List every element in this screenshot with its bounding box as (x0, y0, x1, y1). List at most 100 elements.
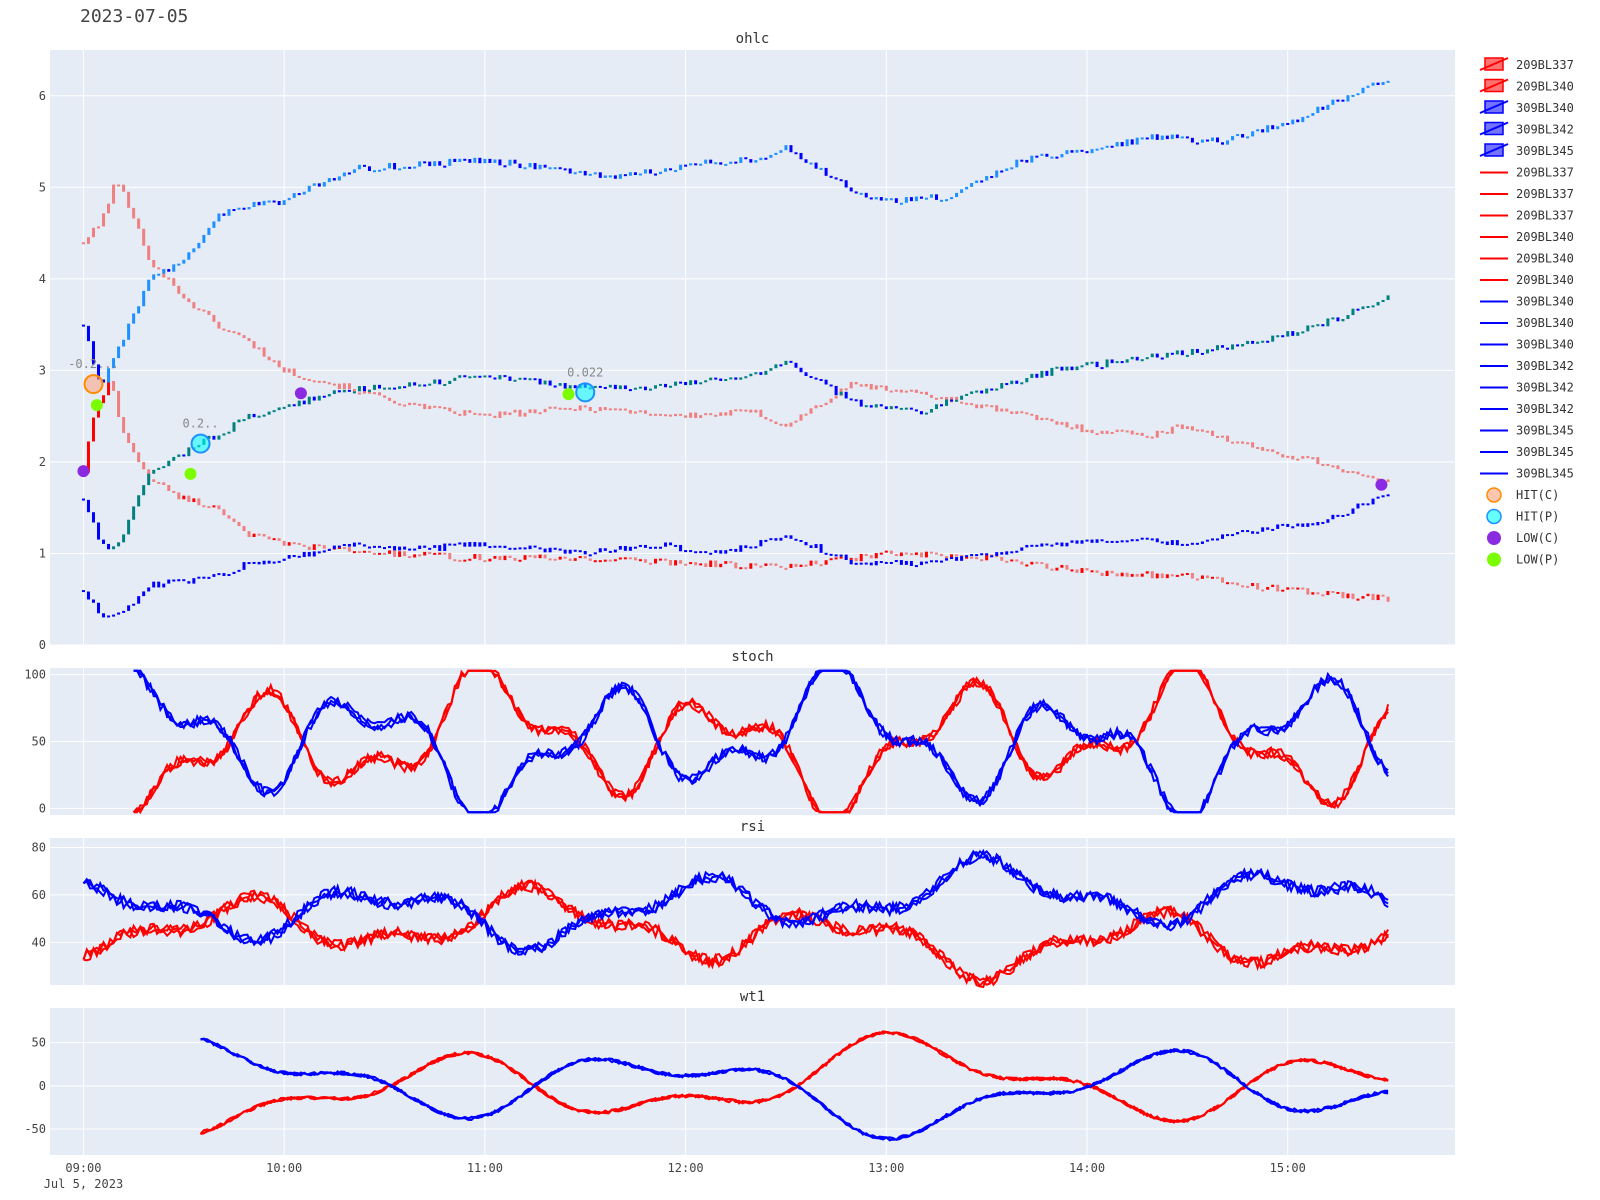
ohlc-candle (839, 179, 843, 182)
ohlc-candle (302, 544, 306, 547)
ohlc-candle (1145, 357, 1149, 360)
ohlc-candle (889, 390, 893, 393)
ohlc-candle (1336, 317, 1340, 322)
ohlc-candle (1376, 302, 1380, 306)
ohlc-candle (1000, 170, 1004, 173)
ohlc-candle (764, 157, 768, 160)
ohlc-candle (152, 259, 156, 268)
ohlc-candle (518, 409, 522, 417)
ohlc-candle (995, 388, 999, 391)
ohlc-candle (1065, 366, 1069, 371)
ohlc-candle (849, 398, 853, 401)
ohlc-candle (909, 407, 913, 410)
ohlc-candle (1376, 594, 1380, 601)
ohlc-candle (734, 548, 738, 552)
legend-label: 309BL340 (1516, 101, 1574, 115)
ohlc-candle (81, 324, 85, 327)
ohlc-candle (548, 380, 552, 386)
ohlc-candle (909, 553, 913, 556)
ohlc-candle (1376, 82, 1380, 85)
ohlc-candle (357, 164, 361, 170)
ohlc-candle (1055, 542, 1059, 545)
ohlc-candle (378, 384, 382, 389)
ohlc-candle (1115, 540, 1119, 543)
ohlc-candle (503, 375, 507, 378)
ohlc-candle (628, 557, 632, 560)
ohlc-candle (854, 562, 858, 565)
ohlc-candle (262, 560, 266, 565)
ohlc-candle (518, 559, 522, 562)
ohlc-candle (904, 390, 908, 393)
legend-item: 309BL345 (1479, 143, 1574, 158)
rsi-ytick-label: 60 (32, 888, 46, 902)
ohlc-candle (102, 613, 106, 618)
ohlc-candle (578, 405, 582, 411)
ohlc-candle (1256, 447, 1260, 450)
ohlc-candle (864, 405, 868, 408)
ohlc-candle (1261, 129, 1265, 133)
ohlc-candle (362, 386, 366, 392)
ohlc-candle (1020, 411, 1024, 414)
ohlc-candle (694, 562, 698, 566)
ohlc-candle (217, 505, 221, 510)
wt1-lines (199, 1030, 1389, 1142)
ohlc-candle (623, 557, 627, 560)
ohlc-candle (1261, 589, 1265, 592)
ohlc-candle (182, 579, 186, 582)
ohlc-candle (132, 207, 136, 219)
ohlc-candle (1281, 454, 1285, 458)
ohlc-candle (398, 551, 402, 557)
ohlc-candle (955, 557, 959, 561)
ohlc-candle (1231, 441, 1235, 444)
ohlc-candle (1105, 430, 1109, 434)
ohlc-candle (1040, 153, 1044, 156)
ohlc-candle (990, 405, 994, 408)
ohlc-candle (1070, 569, 1074, 572)
ohlc-candle (955, 192, 959, 198)
ohlc-candle (1251, 131, 1255, 137)
ohlc-candle (247, 562, 251, 565)
ohlc-candle (1100, 539, 1104, 542)
ohlc-candle (533, 555, 537, 559)
ohlc-candle (744, 157, 748, 160)
ohlc-candle (1180, 573, 1184, 576)
ohlc-candle (844, 391, 848, 399)
ohlc-candle (448, 407, 452, 412)
ohlc-candle (473, 412, 477, 415)
ohlc-candle (1386, 494, 1390, 497)
ohlc-candle (1190, 348, 1194, 355)
ohlc-candle (950, 197, 954, 200)
ohlc-candle (598, 172, 602, 178)
ohlc-candle (1150, 353, 1154, 358)
ohlc-candle (157, 581, 161, 588)
ohlc-candle (102, 395, 106, 404)
ohlc-candle (1261, 527, 1265, 532)
ohlc-candle (1215, 538, 1219, 541)
ohlc-candle (147, 587, 151, 592)
ohlc-candle (1125, 139, 1129, 147)
ohlc-candle (864, 553, 868, 556)
ohlc-candle (955, 399, 959, 402)
ohlc-candle (628, 389, 632, 392)
ohlc-candle (769, 419, 773, 422)
ohlc-candle (985, 388, 989, 394)
ohlc-candle (107, 368, 111, 383)
ohlc-candle (909, 389, 913, 392)
ohlc-candle (759, 372, 763, 375)
ohlc-candle (393, 162, 397, 170)
ohlc-candle (844, 180, 848, 188)
ohlc-candle (1135, 539, 1139, 542)
ohlc-candle (513, 159, 517, 164)
ohlc-candle (257, 347, 261, 350)
ohlc-candle (1170, 426, 1174, 434)
ohlc-candle (182, 259, 186, 264)
ohlc-candle (287, 197, 291, 201)
ohlc-candle (1371, 82, 1375, 86)
ohlc-candle (342, 544, 346, 547)
ohlc-candle (433, 545, 437, 548)
ohlc-candle (403, 404, 407, 407)
ohlc-candle (563, 549, 567, 554)
ohlc-candle (222, 328, 226, 331)
ohlc-candle (212, 505, 216, 508)
